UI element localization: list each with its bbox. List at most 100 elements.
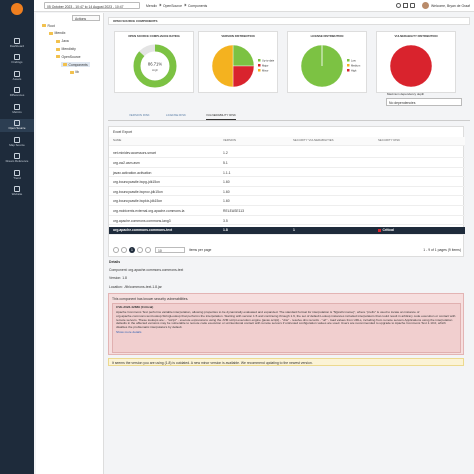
actions-dropdown[interactable]: Actions — [72, 14, 100, 21]
table-row[interactable]: net.minidev.accessors-smart 1.2 — [109, 150, 465, 158]
cell-name: org.bouncycastle.bcpg-jdk15on — [113, 180, 160, 185]
breadcrumb: Mendix OpenSource Components — [146, 4, 207, 8]
tab[interactable]: LICENSE RISK — [166, 113, 186, 117]
donut-value: 86.71% — [148, 62, 162, 67]
tab-divider — [108, 120, 470, 121]
details: Details Component: org.apache.commons.co… — [108, 259, 464, 389]
tree-node[interactable]: Mendix — [47, 31, 67, 36]
table-row[interactable]: org.bouncycastle.bcpkix-jdk15on 1.60 — [109, 198, 465, 206]
tree-node[interactable]: Components — [61, 62, 90, 68]
tree-label: Mendix — [54, 31, 66, 36]
nav-item[interactable]: Metrics — [0, 102, 34, 116]
risk-icon — [378, 228, 381, 232]
card-chart: 86.71%High — [133, 44, 177, 88]
donut-arc — [133, 44, 177, 88]
legend-swatch — [258, 64, 261, 67]
nav-label: Assets — [12, 76, 22, 81]
avatar[interactable] — [422, 2, 429, 9]
folder-icon — [42, 24, 46, 28]
nav-item[interactable]: Assets — [0, 69, 34, 83]
excel-export[interactable]: Excel Export — [113, 130, 133, 134]
legend-label: Up-to-date — [262, 58, 275, 62]
current-page[interactable]: 1 — [129, 247, 135, 253]
card-title: VERSION DISTRIBUTION — [221, 34, 255, 38]
risk-label: Critical — [382, 228, 395, 233]
folder-icon — [56, 55, 60, 59]
breadcrumb-item[interactable]: Mendix — [146, 3, 157, 8]
page-size[interactable]: 10 — [155, 247, 185, 253]
search-icon[interactable] — [396, 2, 401, 8]
legend-label: Medium — [351, 63, 360, 67]
cell-version: 1.2 — [223, 151, 228, 156]
logo[interactable] — [11, 3, 23, 15]
nav-item[interactable]: Findings — [0, 53, 34, 67]
tree-node[interactable]: OpenSource — [54, 54, 83, 59]
tree-node[interactable]: Mendixity — [54, 46, 78, 51]
table-row[interactable]: org.bouncycastle.bcpg-jdk15on 1.60 — [109, 179, 465, 187]
cell-vulnerabilities: 1 — [293, 228, 378, 232]
table-row[interactable]: org.apache.commons.commons-lang3 3.5 — [109, 217, 465, 226]
tree-panel: Actions Root Mendix Java Mendixity OpenSourc… — [36, 13, 104, 474]
tree-node[interactable]: Java — [54, 39, 71, 44]
folder-icon — [56, 47, 60, 51]
link-icon[interactable] — [403, 2, 408, 8]
table-row[interactable]: javax.activation.activation 1.1.1 — [109, 169, 465, 178]
nav-item[interactable]: Open Source — [0, 118, 34, 133]
tree-label: Root — [47, 23, 55, 28]
column-header[interactable]: VERSION — [223, 138, 237, 143]
nav-label: Dashboard — [9, 43, 25, 48]
column-header[interactable]: SECURITY RISK — [378, 138, 401, 143]
nav-item[interactable]: Trend — [0, 168, 34, 182]
breadcrumb-item[interactable]: Components — [187, 3, 208, 8]
table-panel: Excel Export NAME VERSION SECURITY VULNERA… — [108, 126, 465, 257]
nav-icon — [14, 37, 20, 44]
table-row[interactable]: org.ow2.asm.asm 5.1 — [109, 160, 465, 168]
nav-label: Trend — [13, 175, 21, 180]
show-more[interactable]: Show more details — [116, 329, 142, 334]
legend-swatch — [347, 64, 350, 67]
breadcrumb-item[interactable]: OpenSource — [162, 3, 182, 8]
first-page[interactable] — [113, 247, 119, 253]
pie-slice — [389, 44, 433, 88]
cell-version: 1.60 — [223, 199, 230, 204]
nav-icon — [14, 103, 20, 110]
table-row[interactable]: org.bouncycastle.bcprov-jdk15on 1.60 — [109, 188, 465, 197]
nav-item[interactable]: Dashboard — [0, 36, 34, 50]
column-header[interactable]: NAME — [113, 138, 122, 143]
chart-card: VULNERABILITY DISTRIBUTION — [376, 31, 456, 93]
table-row[interactable]: org.apache.commons.commons-text 1.8 1 Criti… — [109, 226, 465, 235]
legend-swatch — [347, 69, 350, 72]
main: OPEN SOURCE COMPONENTS Maximum dependenc… — [106, 13, 472, 474]
legend-swatch — [258, 59, 261, 62]
table-row[interactable]: org.mobicents.external.org.apache.common… — [109, 208, 465, 216]
legend-label: Low — [351, 58, 356, 62]
next-page[interactable] — [137, 247, 143, 253]
dependency-select[interactable]: No dependencies — [386, 98, 462, 106]
tree-node[interactable]: lib — [68, 70, 81, 75]
nav-icon — [14, 70, 20, 77]
details-component: Component: org.apache.commons.commons-te… — [109, 268, 184, 272]
settings-icon[interactable] — [410, 2, 415, 8]
pie-slice — [232, 44, 255, 67]
nav-item[interactable]: Website — [0, 185, 34, 199]
page-summary: 1 - 9 of 1 pages (9 items) — [423, 248, 461, 252]
nav-icon — [14, 186, 20, 192]
nav-item[interactable]: Differences — [0, 86, 34, 100]
nav-icon — [14, 54, 20, 60]
column-header[interactable]: SECURITY VULNERABILITIES — [293, 138, 334, 143]
date-range[interactable]: 05 October 2023 - 10:47 to 14 August 202… — [44, 2, 140, 9]
tab[interactable]: VERSION RISK — [129, 113, 150, 117]
tab[interactable]: VULNERABILITY RISK — [206, 113, 236, 120]
pie-slice — [211, 44, 234, 88]
card-title: OPEN SOURCE COMPLIANCE RATING — [128, 34, 180, 38]
prev-page[interactable] — [121, 247, 127, 253]
tree-label: lib — [75, 70, 79, 75]
cell-version: 1.60 — [223, 189, 230, 194]
nav-item[interactable]: Map Source — [0, 135, 34, 149]
last-page[interactable] — [145, 247, 151, 253]
tree-node[interactable]: Root — [40, 23, 57, 28]
nav-item[interactable]: Dream Reference — [0, 152, 34, 166]
nav-label: Open Source — [8, 126, 26, 130]
user-name[interactable]: Welcome, Bryan de Graaf — [431, 3, 470, 8]
